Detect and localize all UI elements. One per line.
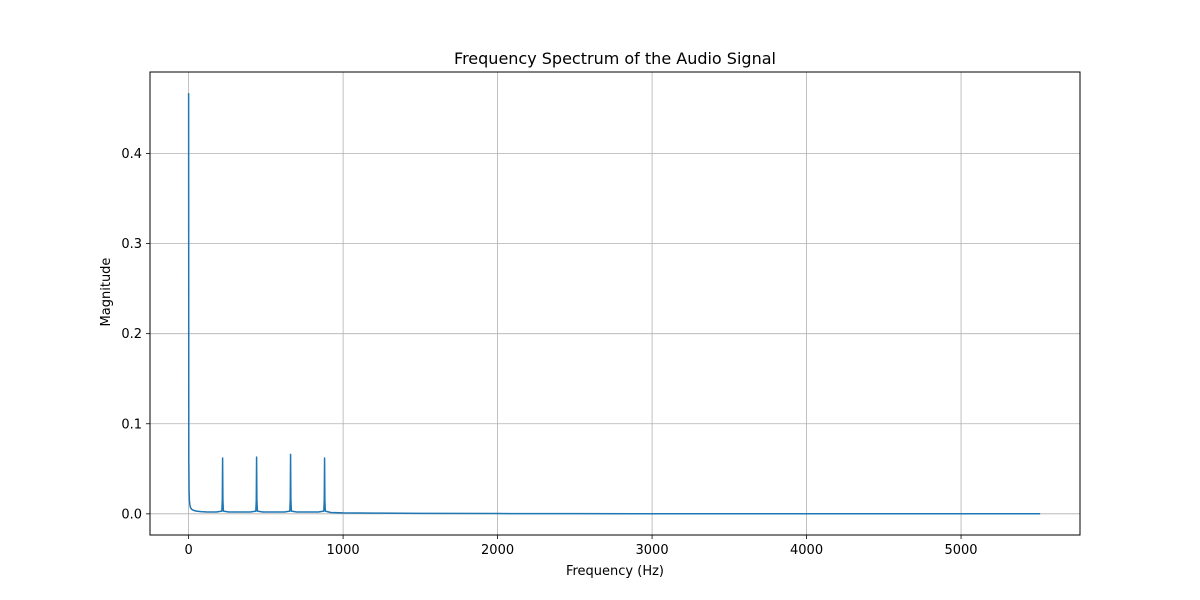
x-tick-label: 4000 <box>790 543 823 558</box>
plot-area <box>187 93 1041 515</box>
x-tick-label: 5000 <box>944 543 977 558</box>
axes-frame <box>149 71 1081 536</box>
x-tick-label: 1000 <box>327 543 360 558</box>
y-tick-label: 0.2 <box>121 327 142 342</box>
x-tick-label: 3000 <box>636 543 669 558</box>
x-axis-ticks: 0 1000 2000 3000 4000 5000 <box>184 535 978 558</box>
y-axis-ticks: 0.0 0.1 0.2 0.3 0.4 <box>121 147 150 522</box>
y-axis-label: Magnitude <box>99 258 114 327</box>
chart-title: Frequency Spectrum of the Audio Signal <box>454 49 776 68</box>
y-tick-label: 0.4 <box>121 147 142 162</box>
x-tick-label: 0 <box>184 543 192 558</box>
x-tick-label: 2000 <box>481 543 514 558</box>
x-axis-label: Frequency (Hz) <box>566 564 664 579</box>
y-tick-label: 0.0 <box>121 507 142 522</box>
y-tick-label: 0.1 <box>121 417 142 432</box>
spectrum-line <box>187 93 1041 515</box>
grid <box>150 72 1080 535</box>
y-tick-label: 0.3 <box>121 237 142 252</box>
